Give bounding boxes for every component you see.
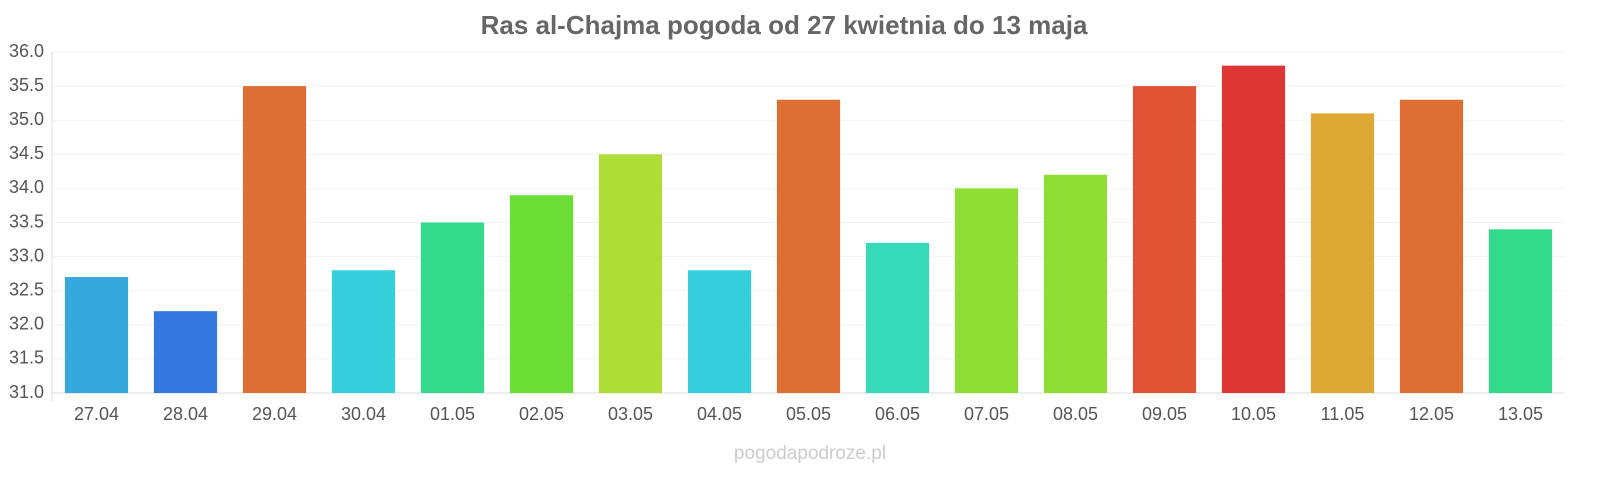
bar bbox=[1488, 229, 1553, 393]
y-tick-label: 32.5 bbox=[9, 279, 44, 299]
x-tick-label: 03.05 bbox=[608, 404, 653, 424]
bar bbox=[1132, 86, 1197, 393]
x-tick-label: 29.04 bbox=[252, 404, 297, 424]
y-tick-label: 31.0 bbox=[9, 382, 44, 402]
bar bbox=[153, 311, 218, 393]
bar bbox=[776, 99, 841, 394]
bar bbox=[242, 86, 307, 393]
chart-title: Ras al-Chajma pogoda od 27 kwietnia do 1… bbox=[481, 10, 1088, 40]
x-tick-label: 13.05 bbox=[1498, 404, 1543, 424]
bar bbox=[331, 270, 396, 393]
y-tick-label: 31.5 bbox=[9, 348, 44, 368]
x-tick-label: 12.05 bbox=[1409, 404, 1454, 424]
bar bbox=[509, 195, 574, 393]
x-tick-label: 09.05 bbox=[1142, 404, 1187, 424]
bar bbox=[1221, 65, 1286, 393]
x-tick-label: 05.05 bbox=[786, 404, 831, 424]
source-label: pogodapodroze.pl bbox=[734, 443, 886, 464]
y-tick-label: 35.5 bbox=[9, 75, 44, 95]
bar bbox=[64, 277, 129, 393]
y-tick-label: 35.0 bbox=[9, 109, 44, 129]
bar bbox=[420, 222, 485, 393]
bar bbox=[1043, 174, 1108, 393]
bar bbox=[598, 154, 663, 393]
bar bbox=[1310, 113, 1375, 393]
x-tick-label: 11.05 bbox=[1321, 404, 1365, 424]
x-tick-label: 01.05 bbox=[430, 404, 475, 424]
y-tick-label: 33.0 bbox=[9, 245, 44, 265]
y-tick-label: 34.5 bbox=[9, 143, 44, 163]
bar bbox=[687, 270, 752, 393]
y-tick-label: 36.0 bbox=[9, 41, 44, 61]
x-tick-label: 10.05 bbox=[1231, 404, 1276, 424]
bar bbox=[1399, 99, 1464, 394]
y-tick-label: 32.0 bbox=[9, 314, 44, 334]
x-tick-label: 02.05 bbox=[519, 404, 564, 424]
x-tick-label: 07.05 bbox=[964, 404, 1009, 424]
x-tick-label: 06.05 bbox=[875, 404, 920, 424]
x-tick-label: 08.05 bbox=[1053, 404, 1098, 424]
x-tick-label: 04.05 bbox=[697, 404, 742, 424]
bar bbox=[865, 242, 930, 393]
bar bbox=[954, 188, 1019, 393]
x-tick-label: 27.04 bbox=[74, 404, 119, 424]
y-tick-label: 33.5 bbox=[9, 211, 44, 231]
x-tick-label: 28.04 bbox=[163, 404, 208, 424]
y-tick-label: 34.0 bbox=[9, 177, 44, 197]
x-tick-label: 30.04 bbox=[341, 404, 386, 424]
